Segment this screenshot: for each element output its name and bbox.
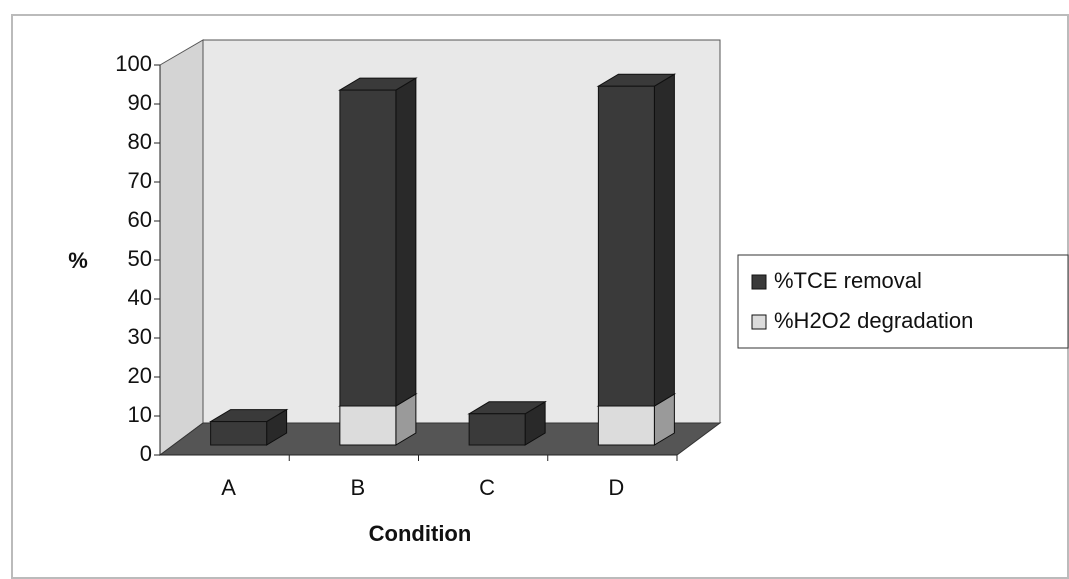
- side-wall: [159, 39, 204, 456]
- bar: [339, 405, 397, 446]
- y-tick-label: 60: [128, 207, 152, 232]
- bar: [597, 85, 655, 407]
- y-axis-label: %: [68, 248, 88, 273]
- bar: [339, 89, 397, 407]
- y-tick-label: 70: [128, 168, 152, 193]
- x-tick-label: B: [351, 475, 366, 500]
- y-tick-label: 40: [128, 285, 152, 310]
- x-tick-label: A: [221, 475, 236, 500]
- bar-side: [395, 77, 417, 407]
- y-tick-label: 80: [128, 129, 152, 154]
- bar: [210, 421, 268, 446]
- legend-swatch: [751, 314, 767, 330]
- x-axis-label: Condition: [369, 521, 472, 546]
- y-tick-label: 100: [115, 51, 152, 76]
- legend-label: %H2O2 degradation: [774, 308, 973, 333]
- y-tick-label: 30: [128, 324, 152, 349]
- y-tick-label: 0: [140, 441, 152, 466]
- legend-swatch: [751, 274, 767, 290]
- y-tick-label: 50: [128, 246, 152, 271]
- y-tick-label: 20: [128, 363, 152, 388]
- y-tick-label: 10: [128, 402, 152, 427]
- bar: [597, 405, 655, 446]
- bar: [468, 413, 526, 446]
- legend-label: %TCE removal: [774, 268, 922, 293]
- x-tick-label: C: [479, 475, 495, 500]
- bar-side: [653, 73, 675, 407]
- x-tick-label: D: [608, 475, 624, 500]
- y-tick-label: 90: [128, 90, 152, 115]
- legend: [737, 254, 1069, 349]
